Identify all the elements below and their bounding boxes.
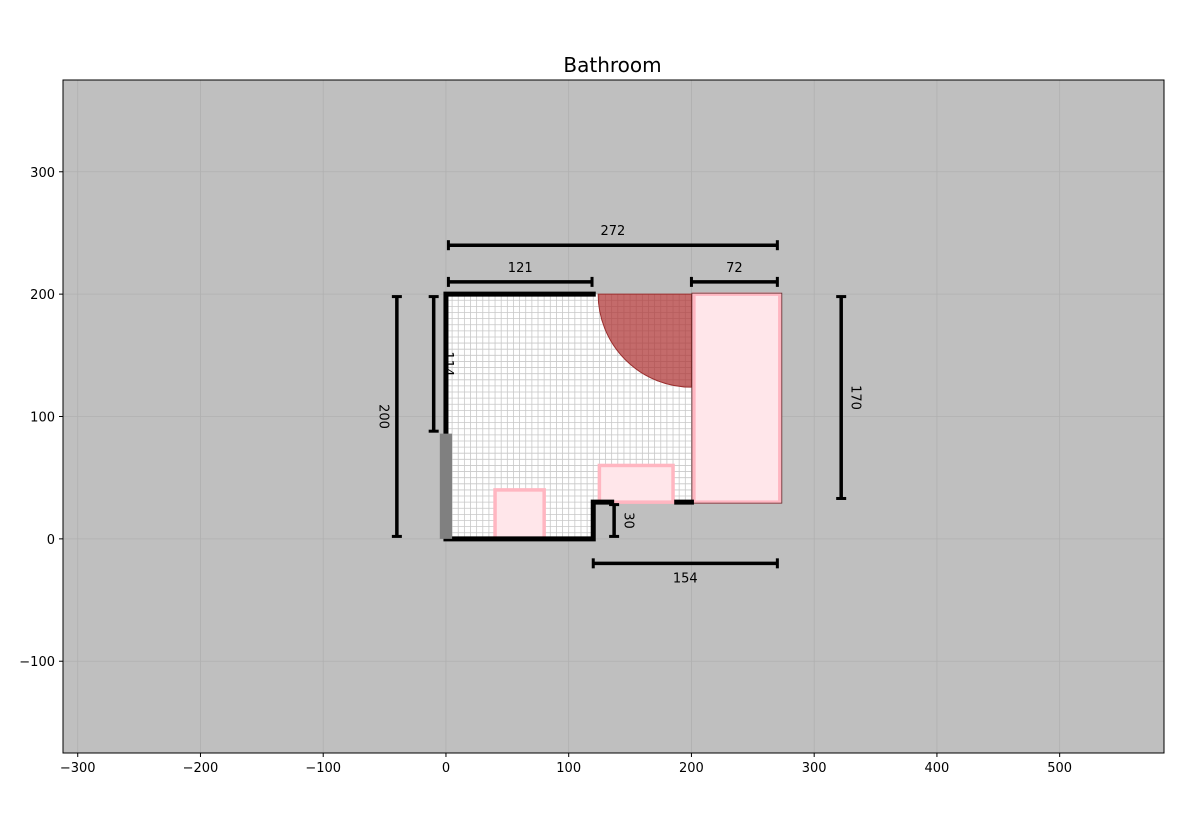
fixture-3-outline: [691, 292, 783, 504]
x-tick-label: −300: [60, 761, 96, 776]
x-tick-label: −100: [305, 761, 341, 776]
dimension-121: 121: [446, 261, 594, 287]
y-tick-label: 100: [30, 411, 55, 426]
x-tick-label: 400: [925, 761, 950, 776]
y-tick-label: −100: [19, 655, 55, 670]
x-tick-label: −200: [183, 761, 219, 776]
wall-2: [443, 499, 615, 542]
y-tick-label: 300: [30, 166, 55, 181]
wall-1: [443, 291, 596, 438]
y-tick-label: 0: [47, 533, 55, 548]
y-tick-label: 200: [30, 288, 55, 303]
dimension-label: 114: [440, 351, 455, 376]
dimension-114: 114: [428, 295, 455, 433]
dimension-label: 30: [621, 512, 636, 529]
dimension-label: 72: [726, 261, 743, 276]
dimension-label: 170: [848, 385, 863, 410]
dimension-label: 121: [508, 261, 533, 276]
plot-area: 272 121 72 154 200 114 30 170 −300 −200 −100 0 100 20…: [19, 79, 1165, 776]
x-tick-label: 200: [679, 761, 704, 776]
x-tick-label: 0: [442, 761, 450, 776]
dimension-272: 272: [446, 224, 779, 251]
fixture-1: [493, 488, 546, 541]
chart-title: Bathroom: [563, 53, 661, 77]
dimension-200: 200: [375, 295, 402, 538]
dimension-72: 72: [689, 261, 779, 287]
x-tick-label: 100: [556, 761, 581, 776]
fixture-2: [597, 463, 675, 504]
dimension-30: 30: [609, 503, 636, 538]
dimension-label: 154: [673, 571, 698, 586]
dimension-label: 200: [375, 404, 390, 429]
x-tick-label: 500: [1047, 761, 1072, 776]
door-block: [439, 433, 453, 539]
dimension-label: 272: [600, 224, 625, 239]
dimension-154: 154: [591, 558, 779, 586]
dimension-170: 170: [836, 295, 863, 500]
plot-content: 272 121 72 154 200 114 30 170: [63, 80, 1164, 753]
door-swing-arc: [597, 293, 692, 388]
fixture-3: [692, 292, 782, 504]
x-tick-label: 300: [802, 761, 827, 776]
